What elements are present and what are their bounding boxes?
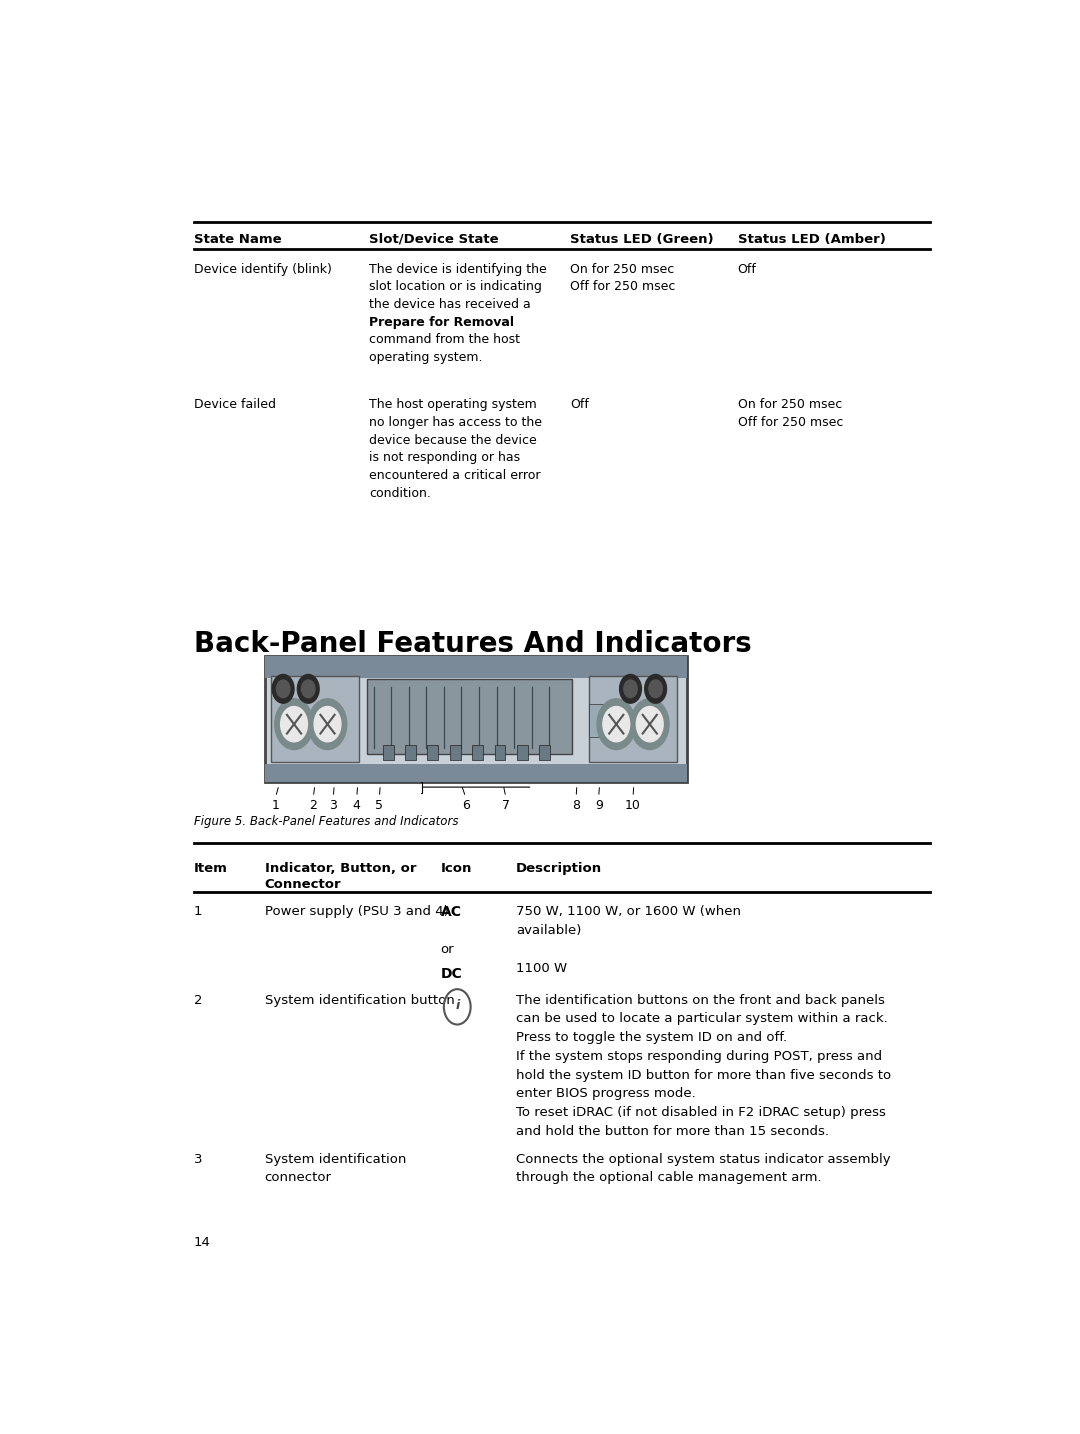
Text: 3: 3 [329,799,337,812]
Text: AC: AC [441,905,461,919]
Text: or: or [441,942,454,956]
Text: no longer has access to the: no longer has access to the [369,416,542,429]
Bar [382,746,393,760]
Text: 8: 8 [572,799,580,812]
Bar [405,746,416,760]
Bar [428,746,438,760]
Bar [450,746,461,760]
Bar [495,746,505,760]
Text: enter BIOS progress mode.: enter BIOS progress mode. [516,1087,696,1100]
Text: To reset iDRAC (if not disabled in F2 iDRAC setup) press: To reset iDRAC (if not disabled in F2 iD… [516,1106,886,1119]
Text: Off: Off [570,399,589,412]
Text: connector: connector [265,1172,332,1184]
Text: Off for 250 msec: Off for 250 msec [570,280,676,294]
Text: Off for 250 msec: Off for 250 msec [738,416,843,429]
Text: operating system.: operating system. [369,351,483,364]
Text: condition.: condition. [369,486,431,500]
Bar [539,746,550,760]
Circle shape [272,674,294,703]
Circle shape [314,707,341,741]
Text: 3: 3 [193,1153,202,1166]
Text: State Name: State Name [193,232,281,245]
Text: through the optional cable management arm.: through the optional cable management ar… [516,1172,822,1184]
Text: 1100 W: 1100 W [516,962,567,975]
Text: Press to toggle the system ID on and off.: Press to toggle the system ID on and off… [516,1031,787,1044]
Circle shape [274,698,313,750]
Text: Item: Item [193,862,228,875]
Text: 10: 10 [625,799,640,812]
Bar [265,655,688,678]
Text: hold the system ID button for more than five seconds to: hold the system ID button for more than … [516,1068,891,1081]
Bar [367,678,572,754]
Text: 1: 1 [272,799,280,812]
Text: If the system stops responding during POST, press and: If the system stops responding during PO… [516,1050,882,1063]
Bar [589,675,676,761]
Text: encountered a critical error: encountered a critical error [369,469,541,482]
Circle shape [297,674,320,703]
Bar [517,746,528,760]
Text: Connects the optional system status indicator assembly: Connects the optional system status indi… [516,1153,890,1166]
Circle shape [645,674,666,703]
Bar [271,675,360,761]
Bar [265,764,688,782]
Circle shape [620,674,642,703]
Text: 2: 2 [309,799,318,812]
Text: DC: DC [441,967,462,981]
Text: slot location or is indicating: slot location or is indicating [369,280,542,294]
Text: Figure 5. Back-Panel Features and Indicators: Figure 5. Back-Panel Features and Indica… [193,815,458,827]
Text: On for 250 msec: On for 250 msec [738,399,842,412]
Text: 5: 5 [376,799,383,812]
Bar [472,746,483,760]
Text: and hold the button for more than 15 seconds.: and hold the button for more than 15 sec… [516,1126,828,1139]
Text: Connector: Connector [265,878,341,891]
Text: The device is identifying the: The device is identifying the [369,262,548,275]
Circle shape [301,680,315,698]
Text: Off: Off [738,262,756,275]
Text: Status LED (Amber): Status LED (Amber) [738,232,886,245]
Text: 7: 7 [502,799,510,812]
Text: The identification buttons on the front and back panels: The identification buttons on the front … [516,994,885,1007]
Text: Indicator, Button, or: Indicator, Button, or [265,862,416,875]
Text: 6: 6 [461,799,470,812]
Text: System identification: System identification [265,1153,406,1166]
Text: Description: Description [516,862,602,875]
Circle shape [636,707,663,741]
Bar [265,655,688,782]
Text: i: i [455,999,459,1012]
Text: command from the host: command from the host [369,333,521,346]
Bar [589,704,609,737]
Text: the device has received a: the device has received a [369,298,531,311]
Circle shape [603,707,630,741]
Text: available): available) [516,923,581,936]
Circle shape [597,698,635,750]
Circle shape [281,707,308,741]
Text: 750 W, 1100 W, or 1600 W (when: 750 W, 1100 W, or 1600 W (when [516,905,741,918]
Text: Back-Panel Features And Indicators: Back-Panel Features And Indicators [193,631,752,658]
Text: On for 250 msec: On for 250 msec [570,262,675,275]
Text: 9: 9 [595,799,603,812]
Text: device because the device: device because the device [369,433,537,447]
Text: System identification button: System identification button [265,994,455,1007]
Text: Slot/Device State: Slot/Device State [369,232,499,245]
Text: Device failed: Device failed [193,399,275,412]
Text: 4: 4 [353,799,361,812]
Circle shape [308,698,347,750]
Text: 1: 1 [193,905,202,918]
Circle shape [649,680,662,698]
Text: Prepare for Removal: Prepare for Removal [369,315,514,328]
Circle shape [631,698,669,750]
Text: Icon: Icon [441,862,472,875]
Text: Status LED (Green): Status LED (Green) [570,232,714,245]
Text: Device identify (blink): Device identify (blink) [193,262,332,275]
Text: Power supply (PSU 3 and 4): Power supply (PSU 3 and 4) [265,905,448,918]
Circle shape [276,680,289,698]
Text: is not responding or has: is not responding or has [369,452,521,465]
Text: 14: 14 [193,1236,211,1249]
Text: The host operating system: The host operating system [369,399,537,412]
Text: can be used to locate a particular system within a rack.: can be used to locate a particular syste… [516,1012,888,1025]
Text: 2: 2 [193,994,202,1007]
Circle shape [624,680,637,698]
